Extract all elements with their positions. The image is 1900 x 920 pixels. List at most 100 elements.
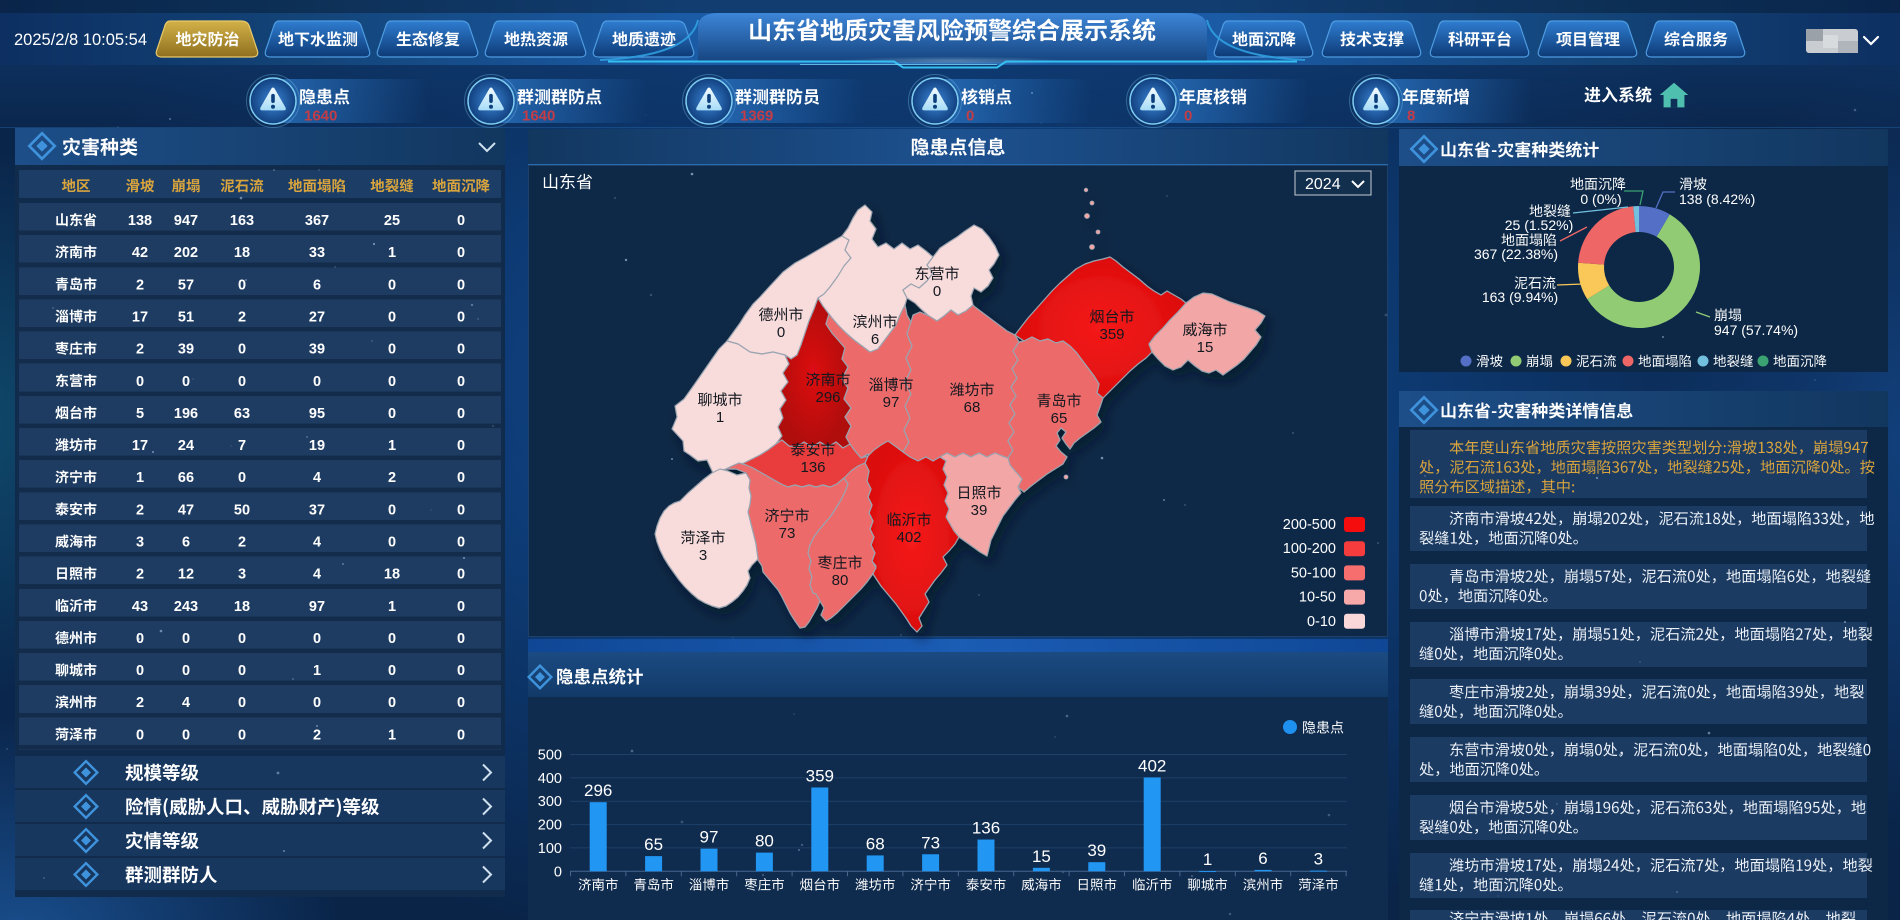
svg-text:0: 0: [457, 502, 465, 518]
svg-text:0: 0: [238, 695, 246, 711]
svg-text:163: 163: [230, 213, 254, 229]
svg-text:1: 1: [388, 727, 396, 743]
svg-text:39: 39: [178, 342, 194, 358]
svg-text:2024: 2024: [1305, 176, 1341, 193]
svg-text:0: 0: [388, 631, 396, 647]
svg-text:0: 0: [388, 277, 396, 293]
svg-text:0: 0: [388, 342, 396, 358]
svg-text:6: 6: [1258, 849, 1267, 868]
svg-text:367 (22.38%): 367 (22.38%): [1474, 246, 1558, 262]
svg-text:202: 202: [174, 245, 198, 261]
svg-text:500: 500: [538, 748, 562, 764]
svg-text:47: 47: [178, 502, 194, 518]
svg-text:0: 0: [182, 374, 190, 390]
svg-text:8: 8: [1407, 108, 1415, 125]
svg-text:0: 0: [457, 245, 465, 261]
svg-text:18: 18: [234, 245, 250, 261]
svg-text:0-10: 0-10: [1307, 614, 1336, 630]
svg-text:17: 17: [132, 309, 148, 325]
svg-text:0: 0: [238, 631, 246, 647]
svg-text:6: 6: [871, 331, 879, 348]
svg-text:0: 0: [388, 502, 396, 518]
svg-text:6: 6: [182, 535, 190, 551]
svg-text:0: 0: [933, 283, 941, 300]
svg-text:3: 3: [1314, 850, 1323, 869]
svg-text:97: 97: [883, 394, 900, 411]
svg-text:33: 33: [309, 245, 325, 261]
svg-text:0: 0: [457, 663, 465, 679]
svg-text:50: 50: [234, 502, 250, 518]
svg-text:4: 4: [313, 567, 321, 583]
svg-text:4: 4: [182, 695, 190, 711]
svg-text:136: 136: [972, 819, 1000, 838]
svg-text:50-100: 50-100: [1291, 565, 1336, 581]
svg-text:0: 0: [777, 324, 785, 341]
svg-text:100: 100: [538, 841, 562, 857]
svg-text:0: 0: [457, 727, 465, 743]
svg-text:65: 65: [1051, 410, 1068, 427]
svg-text:0: 0: [457, 374, 465, 390]
svg-text:136: 136: [800, 459, 825, 476]
svg-text:80: 80: [755, 832, 774, 851]
svg-text:0: 0: [136, 663, 144, 679]
svg-text:1640: 1640: [522, 108, 555, 125]
svg-text:0: 0: [388, 406, 396, 422]
svg-text:0: 0: [457, 438, 465, 454]
svg-text:1: 1: [1203, 850, 1212, 869]
svg-text:0: 0: [388, 535, 396, 551]
svg-text:18: 18: [384, 567, 400, 583]
svg-text:0: 0: [388, 695, 396, 711]
svg-text:4: 4: [313, 470, 321, 486]
svg-text:73: 73: [921, 833, 940, 852]
svg-text:1369: 1369: [740, 108, 773, 125]
svg-text:0: 0: [182, 727, 190, 743]
svg-text:1640: 1640: [304, 108, 337, 125]
svg-text:66: 66: [178, 470, 194, 486]
svg-text:2: 2: [238, 535, 246, 551]
svg-text:51: 51: [178, 309, 194, 325]
svg-text:196: 196: [174, 406, 198, 422]
svg-text:0: 0: [313, 695, 321, 711]
svg-text:1: 1: [388, 438, 396, 454]
svg-text:0: 0: [457, 631, 465, 647]
svg-text:15: 15: [1197, 339, 1214, 356]
svg-text:2: 2: [388, 470, 396, 486]
svg-text:402: 402: [896, 529, 921, 546]
svg-text:138 (8.42%): 138 (8.42%): [1679, 191, 1755, 207]
svg-text:0: 0: [238, 277, 246, 293]
svg-text:57: 57: [178, 277, 194, 293]
svg-text:25 (1.52%): 25 (1.52%): [1505, 217, 1573, 233]
svg-text:367: 367: [305, 213, 329, 229]
svg-text:0: 0: [966, 108, 974, 125]
svg-text:3: 3: [238, 567, 246, 583]
svg-text:0: 0: [238, 663, 246, 679]
svg-text:0: 0: [457, 567, 465, 583]
svg-text:402: 402: [1138, 756, 1166, 775]
svg-text:0: 0: [182, 663, 190, 679]
svg-text:80: 80: [832, 572, 849, 589]
svg-text:12: 12: [178, 567, 194, 583]
svg-text:19: 19: [309, 438, 325, 454]
svg-text:0: 0: [136, 727, 144, 743]
svg-text:0: 0: [457, 213, 465, 229]
svg-text:0: 0: [457, 309, 465, 325]
svg-text:2: 2: [238, 309, 246, 325]
svg-text:0: 0: [457, 599, 465, 615]
svg-text:95: 95: [309, 406, 325, 422]
svg-text:2025/2/8 10:05:54: 2025/2/8 10:05:54: [14, 31, 147, 49]
svg-text:1: 1: [388, 245, 396, 261]
svg-text:0: 0: [457, 470, 465, 486]
svg-text:2: 2: [136, 502, 144, 518]
svg-text:68: 68: [964, 399, 981, 416]
svg-text:300: 300: [538, 794, 562, 810]
svg-text:296: 296: [584, 781, 612, 800]
svg-text:359: 359: [1099, 326, 1124, 343]
svg-text:0: 0: [1184, 108, 1192, 125]
svg-text:39: 39: [309, 342, 325, 358]
svg-text:947 (57.74%): 947 (57.74%): [1714, 322, 1798, 338]
svg-text:2: 2: [136, 342, 144, 358]
svg-text:17: 17: [132, 438, 148, 454]
svg-text:0: 0: [457, 535, 465, 551]
svg-text:0: 0: [136, 374, 144, 390]
svg-text:27: 27: [309, 309, 325, 325]
